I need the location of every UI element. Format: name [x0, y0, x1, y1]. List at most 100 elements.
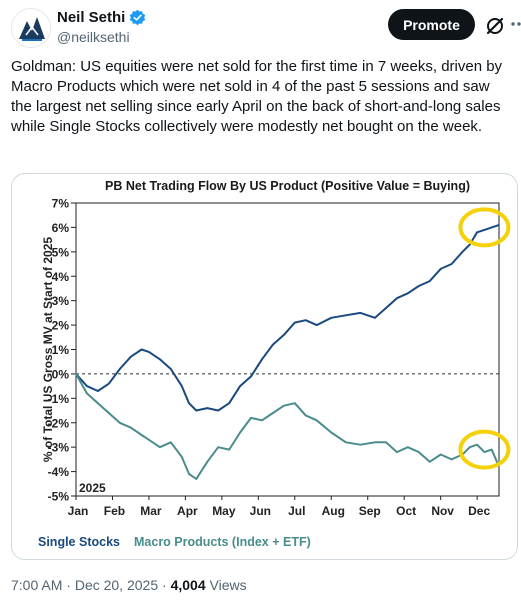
series-point: [97, 402, 99, 405]
series-point: [129, 426, 132, 429]
x-tick-label: Jan: [68, 504, 89, 518]
tweet-date[interactable]: Dec 20, 2025: [74, 577, 159, 593]
series-point: [396, 451, 398, 453]
series-point: [345, 441, 347, 444]
avatar[interactable]: [11, 8, 51, 48]
series-point: [283, 404, 285, 407]
series-point: [170, 368, 172, 370]
x-tick-label: Nov: [431, 504, 454, 518]
tweet-media-chart[interactable]: PB Net Trading Flow By US Product (Posit…: [11, 173, 518, 560]
series-point: [293, 321, 296, 324]
series-point: [359, 312, 362, 314]
series-point: [283, 334, 285, 336]
x-tick-label: May: [212, 504, 236, 518]
x-tick-label: Jun: [250, 504, 271, 518]
y-axis-label: % of Total US Gross MV at Start of 2025: [41, 237, 55, 462]
series-point: [272, 412, 274, 414]
views-count: 4,004: [170, 577, 206, 593]
y-tick-label: 5%: [52, 245, 70, 259]
series-point: [75, 373, 77, 375]
plot-frame: [75, 202, 500, 497]
series-point: [118, 368, 121, 370]
series-point: [439, 453, 442, 456]
series-point: [428, 461, 431, 463]
series-point: [195, 478, 198, 480]
y-tick-label: 3%: [52, 294, 70, 308]
series-point: [417, 451, 420, 453]
x-tick-label: Aug: [322, 504, 345, 518]
series-point: [450, 263, 453, 265]
series-point: [228, 448, 230, 451]
meta-separator: ·: [62, 577, 75, 593]
x-tick-label: Sep: [359, 504, 381, 518]
legend-item: Single Stocks: [38, 535, 120, 549]
series-point: [195, 409, 198, 412]
views-label: Views: [205, 577, 247, 593]
series-point: [217, 409, 220, 412]
y-tick-label: 6%: [52, 221, 70, 235]
series-point: [239, 385, 241, 387]
y-tick-label: 0%: [52, 367, 70, 381]
series-point: [217, 446, 220, 448]
author-handle[interactable]: @neilksethi: [57, 29, 130, 45]
y-tick-label: -3%: [48, 441, 70, 455]
series-point: [293, 402, 296, 405]
avatar-logo-icon: [12, 9, 50, 47]
series-point: [490, 448, 493, 451]
series-point: [385, 307, 387, 309]
series-line-single-stocks: [75, 224, 500, 412]
chart-title: PB Net Trading Flow By US Product (Posit…: [105, 179, 470, 193]
series-point: [439, 268, 442, 270]
series-point: [417, 285, 420, 287]
year-label: 2025: [79, 481, 106, 495]
series-point: [206, 461, 209, 463]
series-point: [250, 375, 252, 378]
series-point: [140, 348, 143, 351]
x-tick-label: Dec: [468, 504, 490, 518]
series-point: [108, 382, 110, 385]
author-name[interactable]: Neil Sethi: [57, 9, 126, 26]
series-point: [490, 226, 493, 229]
series-point: [159, 358, 161, 361]
series-point: [97, 390, 99, 392]
series-point: [483, 229, 486, 231]
series-point: [180, 456, 183, 458]
series-point: [250, 417, 252, 419]
y-tick-label: 4%: [52, 270, 70, 284]
x-tick-label: Mar: [140, 504, 162, 518]
series-point: [261, 419, 263, 422]
series-point: [498, 224, 500, 226]
meta-separator-2: ·: [158, 577, 171, 593]
series-point: [129, 356, 132, 358]
y-tick-label: -2%: [48, 416, 70, 430]
series-point: [374, 316, 376, 319]
series-point: [428, 280, 431, 282]
series-point: [359, 443, 362, 446]
y-tick-label: -4%: [48, 465, 70, 479]
y-tick-label: -5%: [48, 490, 70, 504]
series-point: [261, 358, 263, 361]
series-point: [330, 431, 333, 434]
promote-button[interactable]: Promote: [388, 9, 475, 40]
series-point: [407, 446, 409, 448]
series-point: [188, 402, 190, 405]
x-tick-label: Jul: [288, 504, 305, 518]
tweet-meta: 7:00 AM · Dec 20, 2025 · 4,004 Views: [11, 577, 247, 593]
series-point: [315, 419, 318, 422]
highlight-circle: [458, 429, 511, 470]
tweet-text: Goldman: US equities were net sold for t…: [11, 58, 503, 135]
verified-badge-icon: [130, 9, 146, 26]
grok-icon[interactable]: [485, 16, 505, 36]
series-point: [86, 392, 88, 395]
tweet-time[interactable]: 7:00 AM: [11, 577, 63, 593]
x-tick-label: Oct: [396, 504, 416, 518]
author-name-row: Neil Sethi: [57, 9, 146, 26]
series-point: [345, 314, 347, 317]
series-point: [476, 231, 478, 234]
x-tick-label: Apr: [177, 504, 198, 518]
chart-svg: PB Net Trading Flow By US Product (Posit…: [38, 179, 511, 549]
more-icon[interactable]: [510, 14, 521, 34]
highlight-circle: [458, 207, 511, 248]
series-point: [407, 292, 409, 295]
series-point: [180, 385, 183, 387]
